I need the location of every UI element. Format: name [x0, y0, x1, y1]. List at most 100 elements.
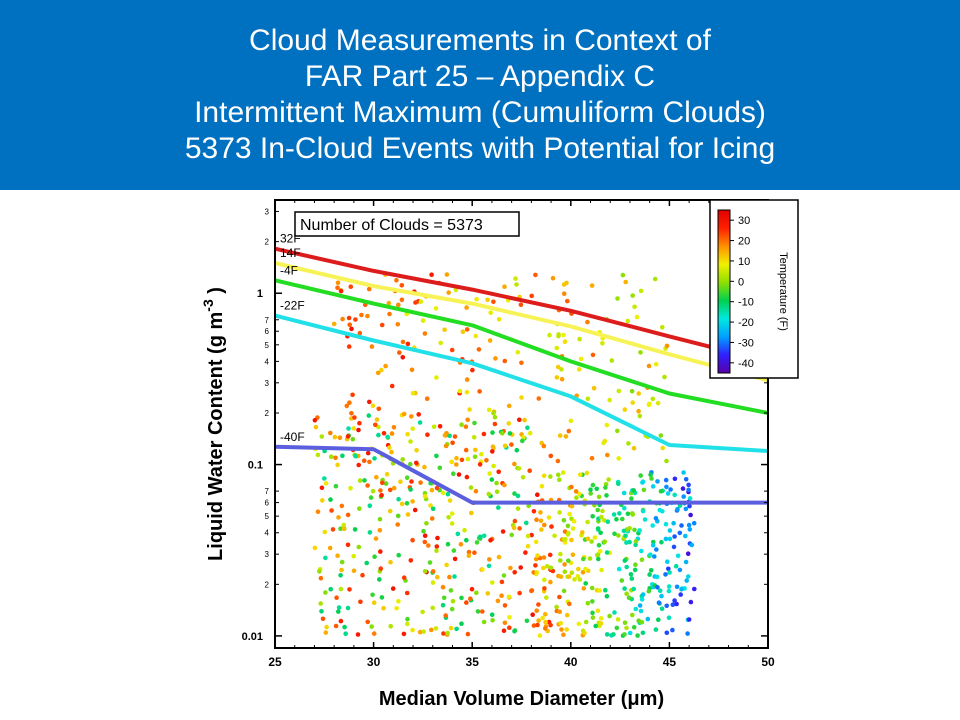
data-point	[616, 533, 621, 538]
y-minor-tick-label: 7	[265, 487, 270, 496]
data-point	[654, 574, 660, 580]
data-point	[348, 485, 353, 491]
data-point	[433, 306, 439, 311]
data-point	[490, 618, 495, 623]
data-point	[335, 553, 340, 558]
data-point	[335, 285, 340, 291]
data-point	[487, 338, 493, 343]
data-point	[390, 586, 396, 591]
data-point	[525, 543, 531, 549]
data-point	[523, 550, 528, 555]
data-point	[340, 316, 345, 322]
data-point	[666, 566, 671, 572]
data-point	[649, 476, 654, 481]
data-point	[323, 590, 328, 595]
data-point	[577, 577, 583, 582]
data-point	[547, 552, 553, 558]
data-point	[638, 473, 643, 478]
data-point	[490, 449, 495, 454]
data-point	[662, 374, 667, 380]
data-point	[330, 527, 336, 532]
data-point	[620, 516, 625, 522]
data-point	[555, 364, 561, 370]
data-point	[375, 370, 381, 376]
data-point	[622, 558, 628, 563]
data-point	[463, 447, 469, 453]
data-point	[564, 627, 569, 632]
data-point	[565, 298, 570, 304]
data-point	[502, 620, 508, 626]
data-point	[410, 537, 415, 543]
title-banner: Cloud Measurements in Context of FAR Par…	[0, 0, 960, 190]
data-point	[367, 459, 372, 465]
data-point	[598, 621, 604, 626]
data-point	[574, 495, 579, 501]
data-point	[495, 598, 501, 604]
data-point	[566, 530, 571, 536]
data-point	[481, 619, 487, 625]
data-point	[500, 430, 505, 436]
data-point	[512, 491, 517, 496]
data-point	[377, 516, 383, 522]
annotation-box	[294, 211, 520, 237]
x-axis-label: Median Volume Diameter (μm)	[379, 688, 664, 710]
data-point	[641, 487, 647, 493]
data-point	[596, 543, 602, 548]
data-point	[576, 621, 582, 627]
data-point	[443, 443, 449, 449]
data-point	[473, 488, 479, 494]
data-point	[604, 422, 610, 428]
data-point	[422, 464, 427, 470]
data-point	[548, 453, 554, 459]
data-point	[388, 559, 393, 565]
data-point	[512, 570, 517, 575]
data-point	[491, 410, 496, 416]
data-point	[675, 506, 680, 512]
data-point	[688, 512, 693, 518]
data-point	[377, 528, 383, 533]
data-point	[656, 617, 661, 622]
envelope-line	[274, 444, 768, 505]
data-point	[404, 475, 410, 481]
data-point	[499, 579, 505, 585]
data-point	[470, 367, 475, 373]
data-point	[559, 627, 564, 632]
data-point	[348, 284, 354, 290]
data-point	[539, 527, 544, 532]
data-point	[475, 609, 481, 614]
data-point	[454, 462, 459, 467]
data-point	[557, 594, 562, 600]
data-point	[356, 544, 362, 550]
data-point	[535, 492, 540, 498]
data-point	[447, 498, 453, 503]
data-point	[525, 533, 531, 539]
data-point	[654, 547, 659, 552]
data-point	[670, 602, 676, 607]
data-point	[356, 427, 361, 433]
data-point	[557, 609, 562, 615]
data-point	[629, 496, 634, 501]
data-point	[459, 422, 464, 428]
data-point	[465, 631, 471, 637]
data-point	[637, 528, 642, 533]
data-point	[592, 535, 598, 540]
data-point	[639, 597, 645, 602]
data-point	[367, 530, 373, 535]
data-point	[583, 619, 589, 625]
data-point	[312, 418, 318, 423]
data-point	[429, 516, 435, 521]
title-line-2: FAR Part 25 – Appendix C	[304, 60, 656, 93]
data-point	[605, 519, 611, 524]
data-point	[410, 627, 415, 633]
colorbar-tick-label: 10	[738, 256, 750, 268]
data-point	[379, 367, 384, 373]
data-point	[468, 485, 474, 490]
data-point	[501, 573, 507, 578]
data-point	[410, 390, 416, 396]
data-point	[561, 332, 566, 338]
data-point	[351, 426, 357, 431]
data-point	[512, 518, 518, 524]
data-point	[494, 489, 500, 495]
data-point	[449, 521, 455, 526]
data-point	[657, 507, 663, 513]
